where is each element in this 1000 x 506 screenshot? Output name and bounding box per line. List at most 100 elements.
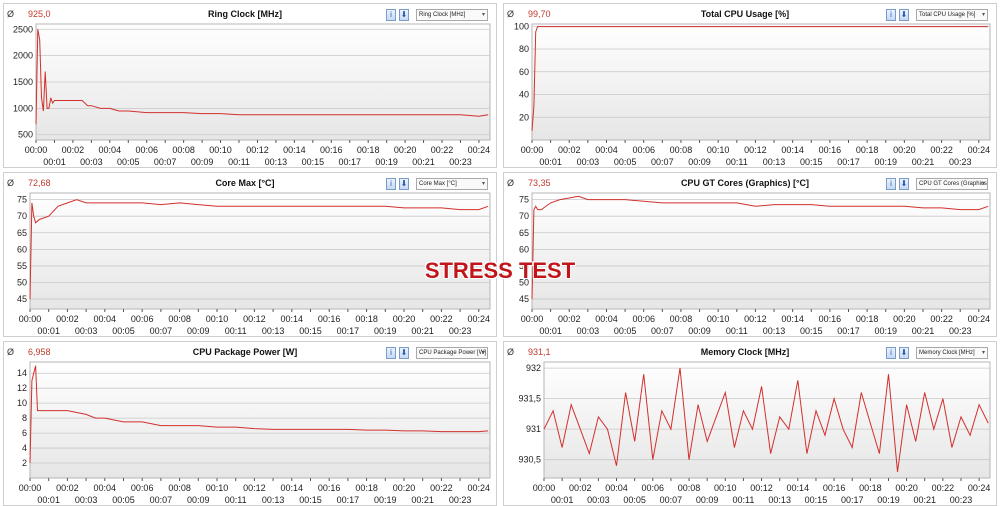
x-tick-label: 00:15	[302, 157, 325, 167]
average-symbol: Ø	[7, 347, 15, 357]
y-tick-label: 931	[526, 424, 541, 434]
x-tick-label: 00:13	[768, 495, 791, 505]
y-tick-label: 930,5	[518, 455, 541, 465]
x-tick-label: 00:09	[187, 495, 210, 505]
y-tick-label: 932	[526, 363, 541, 373]
info-icon[interactable]: i	[386, 347, 396, 359]
chevron-down-icon: ▾	[481, 12, 485, 18]
x-tick-label: 00:12	[243, 314, 266, 324]
sensor-select[interactable]: Memory Clock [MHz] ▾	[916, 347, 988, 359]
series-line	[531, 26, 989, 131]
chart-panel-1: Ø 99,70 Total CPU Usage [%] i ⬇ Total CPU Usa…	[503, 3, 997, 168]
x-tick-label: 00:21	[912, 326, 935, 336]
y-tick-label: 4	[22, 443, 27, 453]
x-tick-label: 00:11	[733, 495, 755, 505]
sensor-select-value: CPU GT Cores (Graphics)	[919, 181, 988, 187]
x-tick-label: 00:03	[587, 495, 610, 505]
info-icon[interactable]: i	[886, 347, 896, 359]
x-tick-label: 00:06	[135, 145, 158, 155]
x-tick-label: 00:18	[357, 145, 380, 155]
x-tick-label: 00:24	[468, 483, 491, 493]
y-tick-label: 65	[519, 228, 529, 238]
x-tick-label: 00:04	[94, 483, 117, 493]
y-tick-label: 40	[519, 90, 529, 100]
chart-title: Core Max [°C]	[215, 178, 275, 188]
marker-icon[interactable]: ⬇	[399, 347, 409, 359]
plot-area	[29, 192, 491, 310]
marker-icon[interactable]: ⬇	[899, 178, 909, 190]
x-tick-label: 00:01	[539, 326, 562, 336]
plot-area	[543, 361, 991, 479]
info-icon[interactable]: i	[386, 178, 396, 190]
x-tick-label: 00:13	[265, 157, 288, 167]
x-tick-label: 00:01	[37, 326, 60, 336]
y-tick-label: 75	[17, 195, 27, 205]
x-tick-label: 00:23	[949, 326, 972, 336]
chevron-down-icon: ▾	[481, 350, 485, 356]
x-tick-label: 00:03	[75, 495, 98, 505]
x-tick-label: 00:00	[19, 483, 42, 493]
x-tick-label: 00:15	[299, 495, 322, 505]
info-icon[interactable]: i	[886, 178, 896, 190]
sensor-select[interactable]: Ring Clock [MHz] ▾	[416, 9, 488, 21]
x-tick-label: 00:21	[412, 157, 435, 167]
sensor-select[interactable]: CPU GT Cores (Graphics) ▾	[916, 178, 988, 190]
x-tick-label: 00:23	[949, 157, 972, 167]
y-tick-label: 60	[17, 244, 27, 254]
x-tick-label: 00:09	[187, 326, 210, 336]
marker-icon[interactable]: ⬇	[399, 178, 409, 190]
x-tick-label: 00:15	[800, 157, 823, 167]
x-tick-label: 00:17	[837, 157, 860, 167]
series-line	[543, 368, 989, 472]
chart-plot: 20 40 60 80 100 00:00 00:02 00:04 00:06 00:08 00:1…	[514, 22, 991, 167]
x-tick-label: 00:11	[225, 495, 247, 505]
chevron-down-icon: ▾	[981, 350, 985, 356]
x-tick-label: 00:08	[670, 314, 693, 324]
info-icon[interactable]: i	[386, 9, 396, 21]
x-tick-label: 00:12	[750, 483, 773, 493]
y-tick-label: 2	[22, 458, 27, 468]
chart-header: Ø 73,35 CPU GT Cores (Graphics) [°C] i ⬇ CPU …	[504, 173, 996, 195]
x-tick-label: 00:10	[707, 314, 730, 324]
y-tick-label: 45	[17, 294, 27, 304]
x-tick-label: 00:11	[225, 326, 247, 336]
marker-icon[interactable]: ⬇	[899, 347, 909, 359]
info-icon[interactable]: i	[886, 9, 896, 21]
chart-panel-3: Ø 73,35 CPU GT Cores (Graphics) [°C] i ⬇ CPU …	[503, 172, 997, 337]
y-tick-label: 2000	[13, 51, 33, 61]
y-tick-label: 50	[519, 277, 529, 287]
current-value: 931,1	[528, 347, 551, 357]
y-tick-label: 100	[514, 22, 529, 31]
x-tick-label: 00:05	[614, 326, 637, 336]
chart-header: Ø 6,958 CPU Package Power [W] i ⬇ CPU Package…	[4, 342, 496, 364]
x-tick-label: 00:22	[930, 314, 953, 324]
x-tick-label: 00:11	[228, 157, 250, 167]
x-tick-label: 00:03	[577, 326, 600, 336]
sensor-select[interactable]: Core Max [°C] ▾	[416, 178, 488, 190]
x-tick-label: 00:23	[449, 326, 472, 336]
x-tick-label: 00:00	[533, 483, 556, 493]
y-tick-label: 60	[519, 67, 529, 77]
y-tick-label: 2500	[13, 24, 33, 34]
x-tick-label: 00:22	[930, 145, 953, 155]
x-tick-label: 00:09	[191, 157, 214, 167]
sensor-select-value: Core Max [°C]	[419, 181, 457, 187]
chevron-down-icon: ▾	[481, 181, 485, 187]
chart-title: Memory Clock [MHz]	[700, 347, 790, 357]
sensor-select[interactable]: Total CPU Usage [%] ▾	[916, 9, 988, 21]
marker-icon[interactable]: ⬇	[399, 9, 409, 21]
x-tick-label: 00:14	[283, 145, 306, 155]
y-tick-label: 14	[17, 368, 27, 378]
x-tick-label: 00:12	[744, 145, 767, 155]
marker-icon[interactable]: ⬇	[899, 9, 909, 21]
x-tick-label: 00:20	[893, 314, 916, 324]
x-tick-label: 00:13	[262, 495, 285, 505]
x-tick-label: 00:21	[411, 495, 434, 505]
average-symbol: Ø	[507, 178, 515, 188]
x-tick-label: 00:15	[299, 326, 322, 336]
x-tick-label: 00:01	[539, 157, 562, 167]
x-tick-label: 00:24	[968, 483, 991, 493]
x-tick-label: 00:14	[781, 145, 804, 155]
sensor-select[interactable]: CPU Package Power [W] ▾	[416, 347, 488, 359]
x-tick-label: 00:02	[569, 483, 592, 493]
